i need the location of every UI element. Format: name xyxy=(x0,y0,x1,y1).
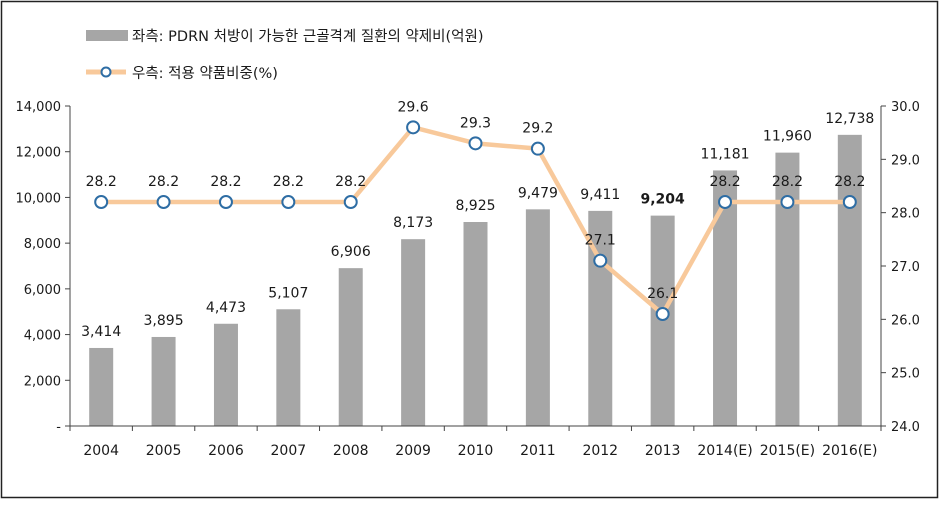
legend: 좌측: PDRN 처방이 가능한 근골격계 질환의 약제비(억원) 우측: 적용… xyxy=(86,28,483,82)
bar-2009 xyxy=(401,239,426,426)
line-point-2008 xyxy=(343,195,358,209)
bar-data-label: 4,473 xyxy=(206,300,246,316)
line-point-2016(E) xyxy=(842,195,857,209)
left-axis-tick-label: 2,000 xyxy=(24,374,61,389)
x-axis-label: 2009 xyxy=(395,443,431,459)
bar-data-label: 6,906 xyxy=(331,244,371,260)
legend-bar-label: 좌측: PDRN 처방이 가능한 근골격계 질환의 약제비(억원) xyxy=(132,28,483,45)
bar-data-label: 3,895 xyxy=(144,313,184,329)
bar-data-label: 9,204 xyxy=(641,192,686,208)
x-axis-label: 2007 xyxy=(271,443,307,459)
x-axis-label: 2013 xyxy=(645,443,681,459)
bar-2010 xyxy=(463,222,488,426)
line-point-2009 xyxy=(406,120,421,135)
x-axis-label: 2012 xyxy=(582,443,618,459)
left-axis: - 2,000 4,000 6,000 8,000 10,000 12,000 14,000 xyxy=(16,100,71,435)
line-data-label: 28.2 xyxy=(709,174,740,190)
right-axis-tick-label: 26.0 xyxy=(891,313,920,328)
legend-line-label: 우측: 적용 약품비중(%) xyxy=(132,65,278,82)
line-series xyxy=(94,120,857,321)
bar-data-label: 3,414 xyxy=(81,324,121,340)
bar-data-label: 12,738 xyxy=(825,111,874,127)
x-axis-label: 2016(E) xyxy=(822,443,877,459)
line-point-2006 xyxy=(218,195,233,209)
x-axis-label: 2004 xyxy=(83,443,119,459)
bar-2006 xyxy=(213,323,238,426)
x-axis-label: 2008 xyxy=(333,443,369,459)
line-point-2010 xyxy=(468,136,483,151)
bar-2015(E) xyxy=(775,152,800,426)
x-axis-label: 2015(E) xyxy=(760,443,815,459)
x-axis-label: 2005 xyxy=(146,443,182,459)
right-axis-tick-label: 30.0 xyxy=(891,100,920,115)
line-point-2011 xyxy=(530,141,545,156)
bar-2016(E) xyxy=(837,134,862,427)
bar-data-label: 8,925 xyxy=(455,198,495,214)
bar-data-label: 9,411 xyxy=(580,187,620,203)
line-data-label: 28.2 xyxy=(210,174,241,190)
line-point-2013 xyxy=(655,307,670,321)
line-data-label: 28.2 xyxy=(148,174,179,190)
legend-bar-swatch xyxy=(86,30,128,41)
line-point-2005 xyxy=(156,195,171,209)
left-axis-tick-label: 10,000 xyxy=(16,191,62,206)
bar-2011 xyxy=(525,209,550,426)
legend-line-marker xyxy=(100,66,112,78)
x-axis-label: 2006 xyxy=(208,443,244,459)
left-axis-tick-label: - xyxy=(56,420,61,435)
line-data-label: 28.2 xyxy=(772,174,803,190)
line-data-label: 29.6 xyxy=(398,99,429,115)
bar-series xyxy=(89,134,862,427)
left-axis-tick-label: 12,000 xyxy=(16,146,62,161)
right-axis-tick-label: 24.0 xyxy=(891,420,920,435)
x-axis: 2004 2005 2006 2007 2008 2009 2010 2011 2012 2013… xyxy=(69,425,882,459)
line-point-2012 xyxy=(593,253,608,268)
bar-data-label: 11,181 xyxy=(701,146,750,162)
right-axis-tick-label: 29.0 xyxy=(891,153,920,168)
right-axis-tick-label: 25.0 xyxy=(891,367,920,382)
right-axis-tick-label: 28.0 xyxy=(891,207,920,222)
line-data-label: 28.2 xyxy=(273,174,304,190)
bar-2007 xyxy=(276,309,301,426)
line-data-labels: 28.2 28.2 28.2 28.2 28.2 29.6 29.3 29.2 27.1 26.1… xyxy=(86,99,866,302)
bar-data-labels: 3,414 3,895 4,473 5,107 6,906 8,173 8,925 9,479… xyxy=(81,111,874,340)
left-axis-tick-label: 4,000 xyxy=(24,329,61,344)
left-axis-tick-label: 6,000 xyxy=(24,283,61,298)
line-data-label: 28.2 xyxy=(86,174,117,190)
bar-data-label: 8,173 xyxy=(393,215,433,231)
line-data-label: 27.1 xyxy=(585,233,616,249)
line-data-label: 28.2 xyxy=(834,174,865,190)
line-data-label: 28.2 xyxy=(335,174,366,190)
x-axis-label: 2011 xyxy=(520,443,556,459)
line-data-label: 29.3 xyxy=(460,115,491,131)
left-axis-tick-label: 14,000 xyxy=(16,100,62,115)
line-point-2014(E) xyxy=(718,195,733,209)
right-axis: 24.0 25.0 26.0 27.0 28.0 29.0 30.0 xyxy=(880,100,920,435)
line-data-label: 26.1 xyxy=(647,286,678,302)
x-axis-label: 2010 xyxy=(458,443,494,459)
line-point-2015(E) xyxy=(780,195,795,209)
bar-2008 xyxy=(338,268,363,426)
right-axis-tick-label: 27.0 xyxy=(891,260,920,275)
left-axis-tick-label: 8,000 xyxy=(24,237,61,252)
line-data-label: 29.2 xyxy=(522,121,553,137)
bar-data-label: 9,479 xyxy=(518,185,558,201)
bar-data-label: 5,107 xyxy=(268,285,308,301)
bar-data-label: 11,960 xyxy=(763,129,812,145)
line-point-2007 xyxy=(281,195,296,209)
bar-2004 xyxy=(89,347,114,426)
x-axis-label: 2014(E) xyxy=(697,443,752,459)
bar-2005 xyxy=(151,336,176,426)
line-point-2004 xyxy=(94,195,109,209)
